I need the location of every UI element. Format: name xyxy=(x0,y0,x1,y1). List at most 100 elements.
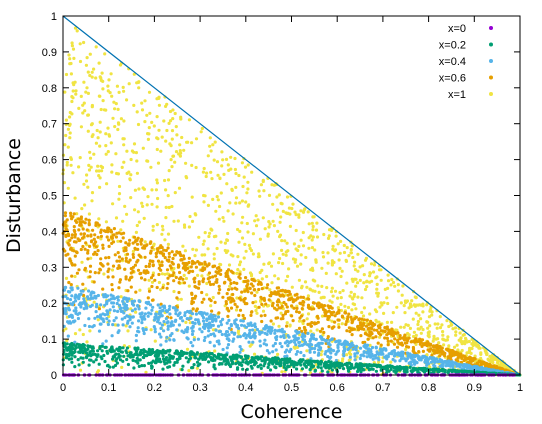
point-x1 xyxy=(75,29,79,33)
point-x1 xyxy=(229,155,233,159)
point-x06 xyxy=(99,261,103,266)
point-x06 xyxy=(327,309,331,313)
point-x04 xyxy=(258,339,262,343)
point-x1 xyxy=(390,277,394,282)
point-x04 xyxy=(89,296,94,300)
point-x02 xyxy=(390,364,394,368)
point-x04 xyxy=(323,352,327,356)
point-x06 xyxy=(135,242,140,246)
x-tick-label: 0.5 xyxy=(284,382,299,394)
point-x1 xyxy=(190,195,194,199)
point-x1 xyxy=(156,137,160,141)
point-x1 xyxy=(276,277,280,281)
point-x04 xyxy=(103,294,107,298)
point-x1 xyxy=(209,170,213,174)
point-x1 xyxy=(104,132,108,136)
point-x04 xyxy=(303,340,308,344)
point-x02 xyxy=(134,347,139,351)
point-x06 xyxy=(165,268,170,272)
point-x02 xyxy=(394,371,398,375)
point-x1 xyxy=(181,244,185,248)
point-x1 xyxy=(106,126,110,130)
point-x06 xyxy=(285,324,289,328)
point-x04 xyxy=(382,347,386,351)
point-x04 xyxy=(177,312,182,316)
point-x1 xyxy=(339,308,343,313)
point-x06 xyxy=(94,245,98,249)
point-x1 xyxy=(395,305,399,309)
point-x06 xyxy=(378,326,382,330)
point-x1 xyxy=(402,304,406,308)
point-x06 xyxy=(300,307,304,311)
point-x06 xyxy=(369,332,373,337)
point-x04 xyxy=(156,303,160,307)
point-x06 xyxy=(309,324,313,328)
point-x02 xyxy=(308,368,312,372)
point-x06 xyxy=(494,365,498,370)
point-x1 xyxy=(499,364,503,368)
point-x06 xyxy=(79,223,83,227)
point-x04 xyxy=(353,354,357,358)
point-x02 xyxy=(203,357,207,361)
point-x1 xyxy=(81,111,85,115)
point-x06 xyxy=(456,359,460,363)
point-x06 xyxy=(357,318,361,322)
point-x06 xyxy=(239,298,243,302)
point-x06 xyxy=(292,306,296,310)
point-x1 xyxy=(353,268,358,272)
point-x06 xyxy=(171,262,175,266)
point-x02 xyxy=(328,364,333,368)
point-x04 xyxy=(362,350,366,354)
point-x04 xyxy=(251,328,255,332)
point-x04 xyxy=(374,356,378,360)
point-x06 xyxy=(126,289,130,293)
point-x04 xyxy=(159,314,163,318)
point-x1 xyxy=(321,295,325,299)
point-x1 xyxy=(151,224,155,228)
point-x06 xyxy=(66,232,71,236)
point-x04 xyxy=(111,301,116,305)
point-x1 xyxy=(144,370,148,374)
point-x1 xyxy=(69,157,73,161)
point-x1 xyxy=(276,229,280,233)
point-x06 xyxy=(156,259,161,263)
point-x06 xyxy=(194,294,198,298)
point-x02 xyxy=(147,347,151,351)
point-x1 xyxy=(485,351,489,355)
point-x04 xyxy=(189,340,193,345)
point-x1 xyxy=(136,122,141,127)
point-x06 xyxy=(296,296,300,300)
point-x06 xyxy=(281,316,285,321)
point-x06 xyxy=(317,301,321,305)
point-x06 xyxy=(279,306,283,310)
point-x1 xyxy=(355,281,360,285)
point-x06 xyxy=(107,244,111,248)
point-x1 xyxy=(117,184,122,189)
point-x04 xyxy=(247,340,251,344)
point-x02 xyxy=(137,364,141,368)
point-x06 xyxy=(191,307,195,311)
y-tick-label: 0.1 xyxy=(42,334,57,346)
point-x1 xyxy=(193,254,197,258)
point-x1 xyxy=(320,266,324,270)
point-x04 xyxy=(327,349,331,353)
point-x1 xyxy=(433,322,437,326)
point-x1 xyxy=(67,53,71,57)
y-axis-title: Disturbance xyxy=(3,138,25,253)
point-x04 xyxy=(250,323,254,328)
point-x06 xyxy=(347,326,351,330)
point-x1 xyxy=(166,194,170,198)
point-x1 xyxy=(338,266,342,270)
point-x06 xyxy=(101,264,105,268)
point-x1 xyxy=(152,242,156,246)
point-x1 xyxy=(262,262,266,266)
point-x06 xyxy=(419,340,423,344)
point-x02 xyxy=(345,362,349,366)
point-x04 xyxy=(225,346,229,350)
point-x1 xyxy=(270,183,274,187)
point-x06 xyxy=(456,356,460,360)
x-tick-label: 0.1 xyxy=(101,382,116,394)
point-x1 xyxy=(410,299,414,303)
point-x06 xyxy=(235,281,239,285)
point-x1 xyxy=(205,281,209,286)
